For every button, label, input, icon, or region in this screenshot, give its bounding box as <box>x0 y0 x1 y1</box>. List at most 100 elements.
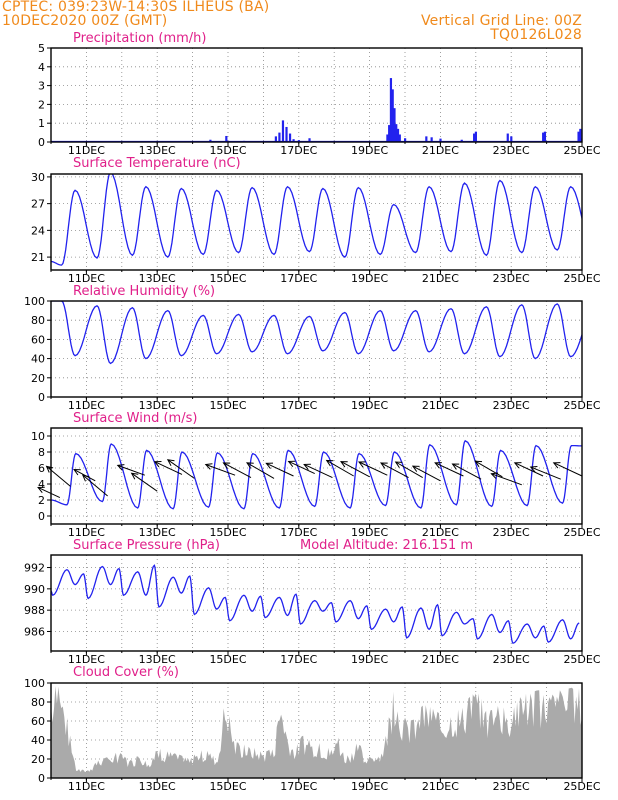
x-tick-label: 23DEC <box>493 144 530 157</box>
x-tick-label: 15DEC <box>209 653 246 666</box>
wind-arrow <box>130 472 158 492</box>
panel-4: Surface Wind (m/s) 0 2 4 6 8 10 11DEC 13DEC 15DEC… <box>31 411 601 539</box>
panel-title: Surface Pressure (hPa) <box>73 538 220 553</box>
humidity-line <box>51 301 582 365</box>
wind-arrow <box>325 459 354 477</box>
precip-bar <box>398 134 401 142</box>
wind-arrow <box>358 461 388 476</box>
x-tick-label: 13DEC <box>139 780 176 793</box>
y-tick-label: 2 <box>38 98 45 111</box>
panel-frame <box>50 47 583 143</box>
x-tick-label: 15DEC <box>209 526 246 539</box>
wind-arrow <box>287 460 315 475</box>
plot-area <box>51 686 582 778</box>
x-tick-label: 13DEC <box>139 399 176 412</box>
y-tick-label: 0 <box>38 772 45 785</box>
y-tick-label: 986 <box>24 625 45 638</box>
grid-lines <box>51 428 582 524</box>
wind-arrow <box>153 461 183 475</box>
precip-bar <box>474 131 477 142</box>
grid-lines <box>51 300 582 398</box>
precip-bar <box>460 139 463 142</box>
plot-area <box>51 174 582 266</box>
y-tick-label: 4 <box>38 61 45 74</box>
precip-bar <box>209 139 212 142</box>
pressure-line <box>51 564 580 645</box>
date-header: 10DEC2020 00Z (GMT) <box>2 13 168 29</box>
panel-title: Surface Wind (m/s) <box>73 411 197 426</box>
y-tick-label: 0 <box>38 510 45 523</box>
precip-bar <box>308 138 311 142</box>
precip-bar <box>278 132 281 142</box>
wind-arrow <box>246 462 275 479</box>
x-tick-label: 21DEC <box>422 399 459 412</box>
y-tick-label: 40 <box>31 353 45 366</box>
panel-1: Precipitation (mm/h) 0 1 2 3 4 5 11DEC 13DEC 15DE… <box>38 31 601 157</box>
y-tick-label: 60 <box>31 715 45 728</box>
y-tick-label: 40 <box>31 734 45 747</box>
x-tick-label: 15DEC <box>209 144 246 157</box>
wind-arrow <box>380 462 409 479</box>
x-tick-label: 17DEC <box>280 272 317 285</box>
wind-arrow <box>45 465 71 487</box>
x-tick-label: 19DEC <box>351 780 388 793</box>
wind-arrow <box>434 462 464 477</box>
wind-arrow <box>222 462 252 479</box>
x-tick-label: 25DEC <box>563 780 600 793</box>
y-tick-label: 21 <box>31 251 45 264</box>
y-tick-label: 8 <box>38 446 45 459</box>
x-tick-label: 15DEC <box>209 399 246 412</box>
x-tick-label: 23DEC <box>493 399 530 412</box>
wind-arrow <box>394 461 423 479</box>
x-tick-label: 23DEC <box>493 653 530 666</box>
station-header: CPTEC: 039:23W-14:30S ILHEUS (BA) <box>2 0 270 15</box>
y-tick-label: 80 <box>31 314 45 327</box>
precip-bar <box>404 138 407 142</box>
precip-bar <box>285 126 288 142</box>
panel-frame <box>50 173 583 271</box>
y-tick-label: 1 <box>38 117 45 130</box>
x-tick-label: 11DEC <box>68 272 105 285</box>
precip-bar <box>439 138 442 142</box>
precip-bar <box>225 135 228 142</box>
precip-bar <box>389 78 393 142</box>
x-tick-label: 19DEC <box>351 399 388 412</box>
precip-bar <box>391 89 394 142</box>
x-tick-label: 21DEC <box>422 526 459 539</box>
x-tick-label: 13DEC <box>139 272 176 285</box>
wind-arrow <box>303 463 333 479</box>
panel-subtitle: Model Altitude: 216.151 m <box>300 538 473 553</box>
precip-bar <box>425 136 428 142</box>
panel-frame <box>50 427 583 525</box>
x-tick-label: 25DEC <box>563 144 600 157</box>
cloud-cover-area <box>51 686 582 778</box>
wind-arrow <box>474 460 503 478</box>
wind-speed-line <box>51 439 582 510</box>
x-tick-label: 15DEC <box>209 272 246 285</box>
y-tick-label: 80 <box>31 696 45 709</box>
wind-arrow <box>116 464 145 476</box>
x-tick-label: 23DEC <box>493 272 530 285</box>
wind-arrow <box>340 461 370 478</box>
x-tick-label: 11DEC <box>68 144 105 157</box>
panel-frame <box>50 554 583 652</box>
grid-lines <box>51 555 582 651</box>
x-tick-label: 19DEC <box>351 653 388 666</box>
wind-arrow <box>552 462 583 477</box>
precip-bar <box>473 133 476 142</box>
grid-line-note: Vertical Grid Line: 00Z <box>420 13 582 29</box>
panel-frame <box>50 300 583 398</box>
panel-title: Relative Humidity (%) <box>73 284 215 299</box>
panel-6: Cloud Cover (%) 0 20 40 60 80 100 11DEC 13DEC 15D… <box>24 665 601 793</box>
x-tick-label: 19DEC <box>351 272 388 285</box>
panel-frame <box>50 682 583 779</box>
x-tick-label: 17DEC <box>280 780 317 793</box>
y-tick-label: 990 <box>24 583 45 596</box>
y-tick-label: 5 <box>38 42 45 55</box>
x-tick-label: 13DEC <box>139 653 176 666</box>
y-tick-label: 10 <box>31 430 45 443</box>
x-tick-label: 21DEC <box>422 272 459 285</box>
x-tick-label: 15DEC <box>209 780 246 793</box>
wind-arrow <box>411 465 441 482</box>
plot-area <box>51 439 582 510</box>
